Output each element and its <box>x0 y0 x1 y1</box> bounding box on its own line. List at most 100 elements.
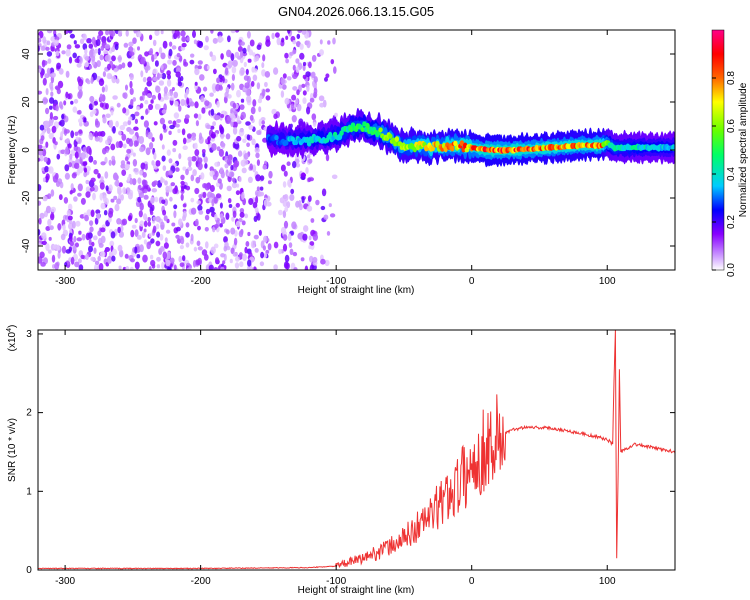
spectrogram-cell <box>136 254 141 259</box>
spectrogram-cell <box>199 74 205 81</box>
spectrogram-cell <box>178 105 182 112</box>
spectrogram-cell <box>185 242 190 248</box>
x-tick-label: -200 <box>191 576 211 587</box>
spectrogram-cell <box>88 245 93 253</box>
spectrogram-cell <box>150 99 154 104</box>
spectrogram-cell <box>193 39 198 45</box>
spectrogram-cell <box>233 162 239 168</box>
spectrogram-cell <box>244 246 248 254</box>
spectrogram-cell <box>143 220 148 228</box>
spectrogram-cell <box>182 145 188 150</box>
spectrogram-cell <box>45 173 50 181</box>
spectrogram-cell <box>310 137 315 144</box>
spectrogram-cell <box>453 140 458 147</box>
spectrogram-cell <box>287 30 291 34</box>
spectrogram-cell <box>308 244 312 250</box>
spectrogram-cell <box>99 182 105 190</box>
spectrogram-cell <box>97 34 102 41</box>
snr-multiplier-exp: 4 <box>6 328 13 332</box>
spectrogram-cell <box>160 52 166 60</box>
spectrogram-cell <box>236 135 242 142</box>
spectrogram-cell <box>297 30 303 33</box>
spectrogram-cell <box>167 120 173 125</box>
spectrogram-cell <box>219 36 224 42</box>
spectrogram-cell <box>45 226 51 231</box>
spectrogram-cell <box>74 58 80 63</box>
spectrogram-cell <box>306 84 310 92</box>
spectrogram-cell <box>47 193 52 200</box>
spectrogram-cell <box>77 166 84 174</box>
spectrogram-cell <box>388 133 393 139</box>
spectrogram-cell <box>110 143 116 151</box>
spectrogram-cell <box>121 169 127 176</box>
spectrogram-cell <box>140 162 146 170</box>
spectrogram-cell <box>282 73 287 79</box>
spectrogram-cell <box>273 113 278 120</box>
spectrogram-cell <box>171 87 175 91</box>
spectrogram-cell <box>47 58 52 64</box>
spectrogram-cell <box>163 95 169 101</box>
spectrogram-cell <box>165 259 171 267</box>
spectrogram-cell <box>143 188 148 194</box>
spectrogram-cell <box>168 158 173 164</box>
spectrogram-cell <box>79 38 85 45</box>
spectrogram-cell <box>143 213 148 221</box>
spectrogram-cell <box>211 54 217 62</box>
spectrogram-cell <box>195 176 201 184</box>
spectrogram-cell <box>98 242 104 248</box>
spectrogram-cell <box>44 73 49 79</box>
spectrogram-cell <box>45 243 50 252</box>
spectrogram-cell <box>212 121 217 127</box>
spectrogram-cell <box>220 142 226 147</box>
spectrogram-cell <box>256 82 261 90</box>
spectrogram-cell <box>129 51 135 57</box>
spectrogram-cell <box>267 180 272 185</box>
spectrogram-cell <box>161 261 165 270</box>
spectrogram-cell <box>301 196 305 204</box>
spectrogram-cell <box>261 62 265 69</box>
spectrogram-cell <box>232 102 237 109</box>
spectrogram-cell <box>210 108 215 116</box>
spectrogram-cell <box>256 44 262 50</box>
spectrogram-cell <box>173 210 177 219</box>
spectrogram-cell <box>94 217 99 225</box>
spectrogram-cell <box>163 86 168 94</box>
spectrogram-cell <box>89 95 95 103</box>
spectrogram-cell <box>159 233 164 241</box>
spectrogram-cell <box>149 210 154 216</box>
spectrogram-cell <box>154 30 160 36</box>
spectrogram-cell <box>105 30 110 36</box>
x-tick-label: -100 <box>326 576 346 587</box>
spectrogram-cell <box>47 249 52 254</box>
spectrogram-cell <box>309 255 314 263</box>
spectrogram-cell <box>100 161 106 166</box>
spectrogram-cell <box>89 65 93 70</box>
spectrogram-cell <box>225 86 230 94</box>
spectrogram-cell <box>324 259 330 267</box>
spectrogram-cell <box>195 259 201 266</box>
spectrogram-cell <box>90 209 95 218</box>
spectrogram-cell <box>365 122 370 129</box>
spectrogram-cell <box>161 155 166 162</box>
spectrogram-cell <box>138 136 145 144</box>
spectrogram-cell <box>107 63 111 71</box>
spectrogram-cell <box>136 106 140 111</box>
spectrogram-cell <box>163 242 169 249</box>
spectrogram-cell <box>162 209 167 216</box>
spectrogram-cell <box>273 241 279 249</box>
spectrogram-cell <box>54 262 60 270</box>
spectrogram-cell <box>44 165 49 173</box>
spectrogram-cell <box>209 166 214 172</box>
spectrogram-cell <box>245 121 251 126</box>
spectrogram-cell <box>56 153 61 160</box>
spectrogram-cell <box>180 237 185 245</box>
spectrogram-cell <box>230 82 235 91</box>
spectrogram-cell <box>305 167 309 174</box>
spectrogram-cell <box>107 135 113 144</box>
spectrogram-cell <box>168 41 173 47</box>
spectrogram-cell <box>67 143 72 149</box>
spectrogram-cell <box>97 255 101 262</box>
spectrogram-cell <box>323 214 329 220</box>
spectrogram-cell <box>47 218 52 227</box>
spectrogram-y-label: Frequency (Hz) <box>7 116 18 185</box>
